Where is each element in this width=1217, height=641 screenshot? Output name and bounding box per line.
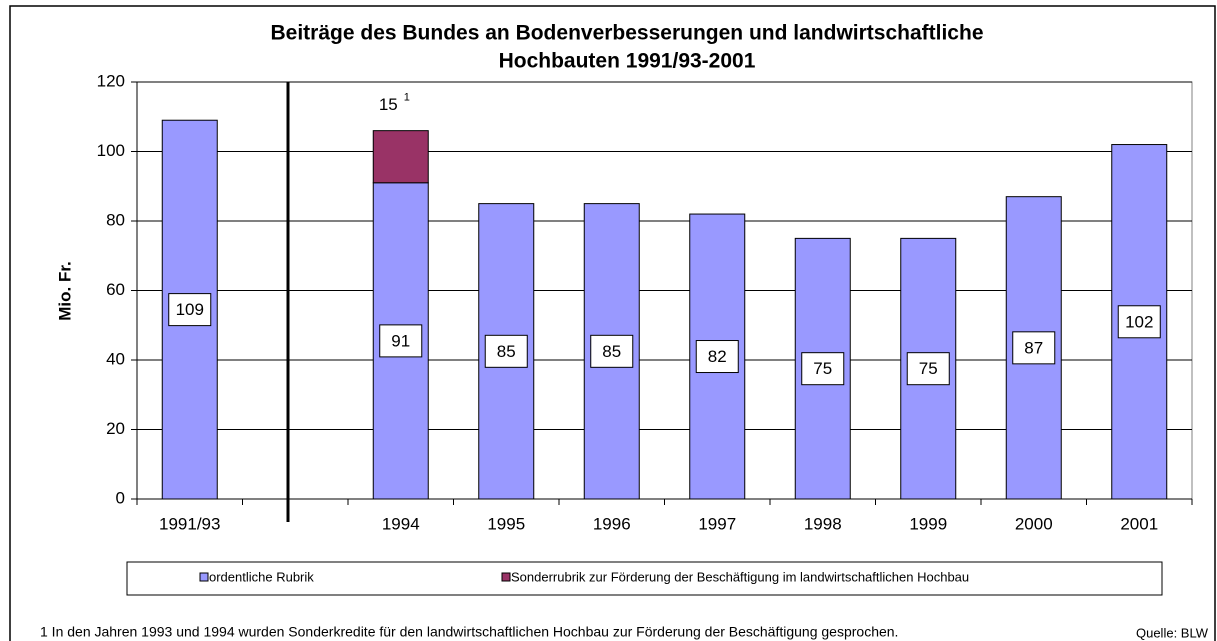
legend-label: Sonderrubrik zur Förderung der Beschäfti… [511,569,969,584]
value-label-box [1012,331,1056,365]
x-tick-label: 1999 [909,514,947,533]
y-tick-label: 40 [106,349,125,368]
x-tick-label: 1998 [804,514,842,533]
x-tick-label: 2000 [1015,514,1053,533]
footnote: 1 In den Jahren 1993 und 1994 wurden Son… [40,624,898,640]
value-label-box [590,334,634,368]
y-tick-label: 80 [106,210,125,229]
y-tick-label: 120 [97,71,125,90]
value-label: 85 [497,342,516,361]
y-tick-label: 60 [106,280,125,299]
x-tick-label: 1996 [593,514,631,533]
value-label-box [695,340,739,374]
y-tick-label: 0 [116,488,125,507]
legend [126,561,1163,596]
value-label: 102 [1125,312,1153,331]
chart-title: Hochbauten 1991/93-2001 [499,50,756,73]
chart-title: Beiträge des Bundes an Bodenverbesserung… [271,22,984,45]
x-tick-label: 1994 [382,514,420,533]
value-label-box [168,293,212,327]
footnote-marker: 1 [404,92,410,104]
value-label: 15 [379,95,398,114]
value-label: 109 [176,300,204,319]
source: Quelle: BLW [1136,625,1209,640]
legend-swatch [501,572,511,582]
y-tick-label: 100 [97,141,125,160]
value-label: 87 [1024,338,1043,357]
legend-label: ordentliche Rubrik [209,569,314,584]
value-label: 85 [602,342,621,361]
x-tick-label: 2001 [1120,514,1158,533]
x-tick-label: 1991/93 [159,514,220,533]
bar [372,130,429,184]
value-label-box [484,334,528,368]
value-label: 91 [391,331,410,350]
value-label: 75 [919,359,938,378]
value-label-box [801,352,845,386]
value-label-box [906,352,950,386]
value-label-box [379,324,423,358]
value-label: 75 [813,359,832,378]
y-axis-label: Mio. Fr. [55,261,74,321]
x-tick-label: 1997 [698,514,736,533]
x-tick-label: 1995 [487,514,525,533]
value-label-box [1117,305,1161,339]
y-tick-label: 20 [106,419,125,438]
value-label: 82 [708,347,727,366]
legend-swatch [199,572,209,582]
